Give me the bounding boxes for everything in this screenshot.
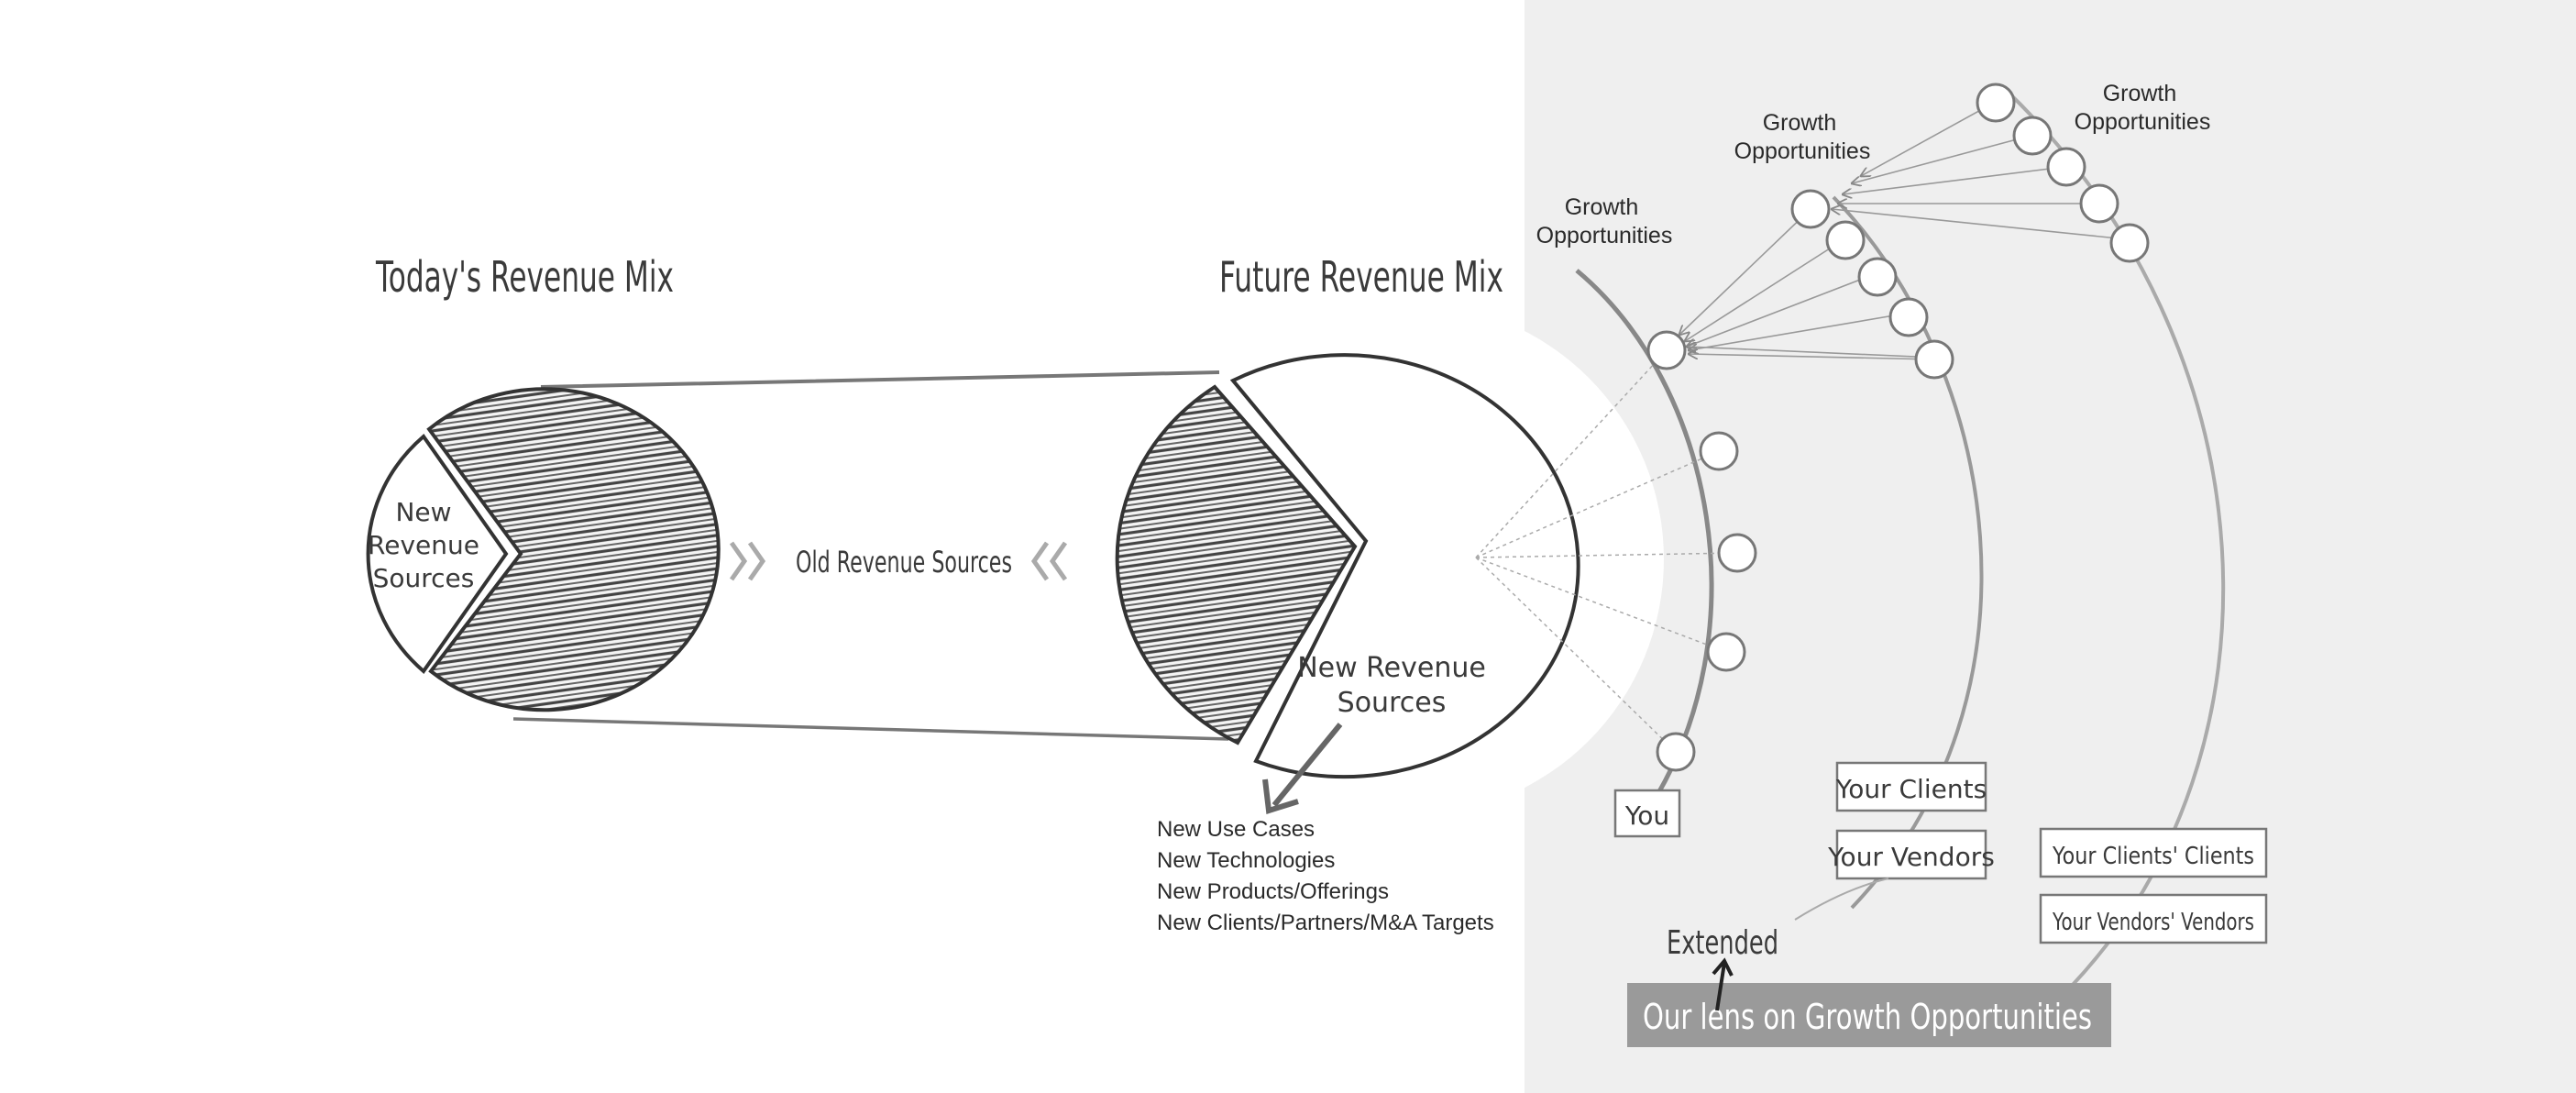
extended-connector [1794, 878, 1889, 921]
old-revenue-slice-future [1115, 384, 1358, 745]
you-box-label: You [1624, 800, 1669, 831]
node-group [1646, 83, 2150, 772]
list-item: New Use Cases [1157, 817, 1315, 842]
list-item: New Clients/Partners/M&A Targets [1157, 911, 1494, 935]
node [1656, 732, 1696, 772]
today-slice-label-line-2: Revenue [368, 530, 479, 560]
vendors-vendors-label: Your Vendors' Vendors [2052, 909, 2254, 936]
new-revenue-slice-small [366, 434, 509, 674]
growth-label-line: Growth [2103, 81, 2177, 106]
node [1706, 632, 1746, 672]
down-arrow-head [1262, 778, 1299, 814]
your-vendors-box: Your Vendors [1827, 829, 1995, 880]
up-arrow-head [1712, 957, 1734, 977]
chevrons-right-icon [729, 541, 766, 581]
extended-label: Extended [1667, 924, 1778, 962]
node [1646, 330, 1687, 370]
clients-clients-box: Your Clients' Clients [2039, 827, 2268, 878]
growth-label-line: Opportunities [1734, 138, 1871, 164]
node [2046, 147, 2086, 187]
node [2109, 223, 2150, 263]
future-slice-label: New Revenue Sources [1297, 652, 1486, 719]
growth-label-2: Growth Opportunities [1734, 110, 1871, 164]
vendors-vendors-box: Your Vendors' Vendors [2039, 893, 2268, 944]
growth-rays [1475, 349, 1738, 753]
node [1857, 257, 1898, 297]
node [2079, 183, 2119, 224]
node [1888, 297, 1929, 337]
node [1976, 83, 2016, 123]
node [1717, 533, 1757, 573]
your-clients-box: Your Clients [1835, 761, 1987, 812]
connector-bottom-line [512, 717, 1229, 741]
old-revenue-label: Old Revenue Sources [796, 545, 1012, 580]
your-vendors-label: Your Vendors [1827, 842, 1995, 872]
new-sources-list: New Use Cases New Technologies New Produ… [1157, 817, 1494, 935]
growth-label-1: Growth Opportunities [1536, 194, 1673, 248]
you-arc [1575, 269, 1714, 809]
today-slice-label-line-3: Sources [373, 563, 475, 593]
you-box: You [1613, 789, 1681, 838]
node [1825, 220, 1866, 260]
node-connectors [1679, 102, 2137, 360]
old-revenue-slice [426, 387, 721, 712]
today-pie [366, 387, 721, 712]
today-title: Today's Revenue Mix [375, 252, 674, 302]
growth-label-line: Opportunities [1536, 223, 1673, 248]
lens-banner [1627, 983, 2111, 1047]
growth-label-line: Opportunities [2075, 109, 2211, 135]
growth-label-3: Growth Opportunities [2075, 81, 2211, 135]
today-slice-label-line-1: New [395, 497, 451, 527]
node [1699, 431, 1739, 471]
connector-top-line [540, 370, 1220, 389]
node [2012, 116, 2053, 156]
your-clients-label: Your Clients [1835, 774, 1987, 804]
clients-clients-label: Your Clients' Clients [2052, 843, 2254, 870]
up-arrow-icon [1715, 962, 1726, 1011]
future-title: Future Revenue Mix [1219, 252, 1503, 302]
list-item: New Technologies [1157, 848, 1335, 873]
list-item: New Products/Offerings [1157, 879, 1389, 904]
growth-label-line: Growth [1565, 194, 1639, 220]
future-slice-label-line-2: Sources [1338, 687, 1447, 719]
future-slice-label-line-1: New Revenue [1297, 652, 1486, 684]
node [1914, 339, 1954, 380]
growth-label-line: Growth [1763, 110, 1837, 136]
today-slice-label: New Revenue Sources [368, 497, 479, 593]
future-pie [1115, 353, 1580, 779]
node [1790, 189, 1831, 229]
lens-banner-label: Our lens on Growth Opportunities [1643, 997, 2092, 1037]
chevrons-left-icon [1030, 541, 1068, 581]
down-arrow-icon [1271, 723, 1343, 807]
new-revenue-slice-large [1229, 353, 1580, 779]
